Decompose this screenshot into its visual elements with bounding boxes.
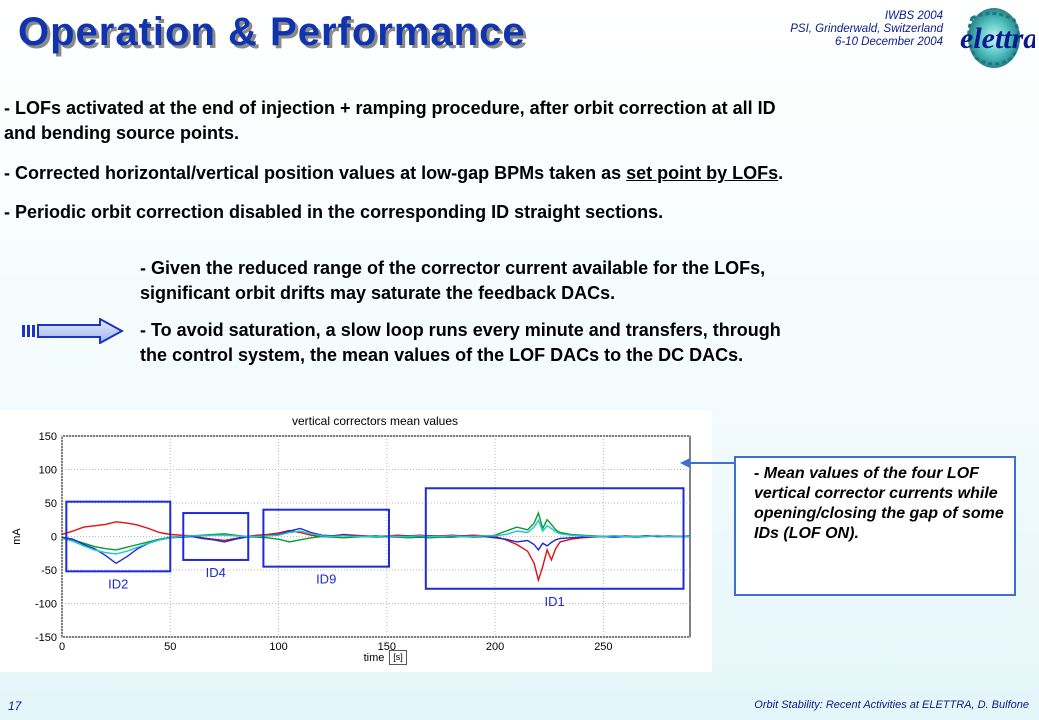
id-region-label: ID2 xyxy=(108,576,128,591)
conference-info: IWBS 2004 PSI, Grinderwald, Switzerland … xyxy=(683,10,943,49)
bullet-line: - LOFs activated at the end of injection… xyxy=(4,98,776,118)
right-arrow-icon xyxy=(22,317,125,345)
id-region-label: ID1 xyxy=(545,594,565,609)
y-tick-label: -50 xyxy=(41,565,57,577)
id-region-box xyxy=(424,487,685,590)
chart-series-line xyxy=(61,518,690,555)
bullet-line: the control system, the mean values of t… xyxy=(140,345,744,365)
sub-bullet-saturation: - Given the reduced range of the correct… xyxy=(140,256,765,306)
conference-name: IWBS 2004 xyxy=(884,10,943,22)
callout-box: - Mean values of the four LOF vertical c… xyxy=(734,456,1016,596)
bullet-line: and bending source points. xyxy=(4,123,240,143)
x-tick-label: 200 xyxy=(486,641,504,653)
footer-text: Orbit Stability: Recent Activities at EL… xyxy=(754,699,1029,711)
chart-xlabel: time xyxy=(364,652,385,664)
chart-xunit: [s] xyxy=(389,650,407,665)
bullet-text: - Corrected horizontal/vertical position… xyxy=(4,163,627,183)
id-region-box xyxy=(182,512,250,561)
bullet-line: significant orbit drifts may saturate th… xyxy=(140,283,616,303)
conference-location: PSI, Grinderwald, Switzerland xyxy=(790,23,943,35)
id-region-box xyxy=(262,508,390,568)
chart-series-line xyxy=(61,521,691,583)
chart-title: vertical correctors mean values xyxy=(292,414,458,428)
svg-text:elettra: elettra xyxy=(960,22,1035,55)
page-title: Operation & Performance xyxy=(18,10,526,54)
bullet-lof-activation: - LOFs activated at the end of injection… xyxy=(4,96,776,146)
chart-ylabel: mA xyxy=(11,528,23,545)
id-region-label: ID9 xyxy=(316,572,336,587)
bullet-set-point: - Corrected horizontal/vertical position… xyxy=(4,161,783,186)
bullet-line: - To avoid saturation, a slow loop runs … xyxy=(140,320,781,340)
id-region-label: ID4 xyxy=(206,565,226,580)
id-region-box xyxy=(65,500,172,573)
underlined-text: set point by LOFs xyxy=(626,163,779,183)
x-tick-label: 0 xyxy=(59,641,65,653)
x-tick-label: 100 xyxy=(269,641,287,653)
y-tick-label: -150 xyxy=(35,632,57,644)
y-tick-label: -100 xyxy=(35,599,57,611)
x-tick-label: 50 xyxy=(164,641,176,653)
bullet-suffix: . xyxy=(778,163,784,183)
y-tick-label: 50 xyxy=(45,498,57,510)
x-tick-label: 250 xyxy=(594,641,612,653)
elettra-logo: elettra xyxy=(950,4,1038,70)
y-tick-label: 0 xyxy=(51,532,57,544)
conference-date: 6-10 December 2004 xyxy=(834,36,943,48)
vertical-correctors-chart: vertical correctors mean values mA time … xyxy=(0,410,712,672)
y-tick-label: 100 xyxy=(39,465,57,477)
page-number: 17 xyxy=(8,699,22,713)
left-arrow-icon xyxy=(676,450,738,476)
sub-bullet-slow-loop: - To avoid saturation, a slow loop runs … xyxy=(140,318,781,368)
bullet-line: - Given the reduced range of the correct… xyxy=(140,258,766,278)
y-tick-label: 150 xyxy=(39,431,57,443)
bullet-orbit-correction: - Periodic orbit correction disabled in … xyxy=(4,202,664,222)
